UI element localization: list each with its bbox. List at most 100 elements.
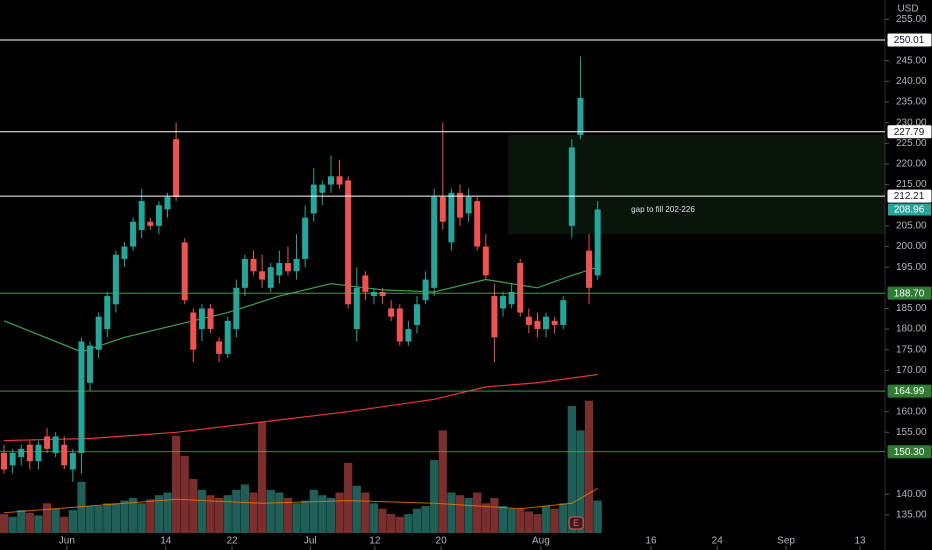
moving-average	[4, 373, 598, 442]
candle-body	[577, 97, 584, 136]
candle-body	[396, 308, 403, 342]
currency-label: USD	[897, 4, 918, 15]
y-tick-label: 180.00	[896, 324, 927, 335]
y-tick-label: 230.00	[896, 117, 927, 128]
candle-body	[130, 221, 137, 247]
candle-body	[138, 201, 145, 230]
candle-body	[482, 246, 489, 276]
y-tick-label: 140.00	[896, 489, 927, 500]
volume-bar	[163, 492, 172, 533]
candle-body	[345, 180, 352, 305]
candle-body	[586, 250, 593, 288]
volume-bar	[180, 456, 189, 533]
volume-bar	[266, 489, 275, 533]
candle-body	[568, 147, 575, 226]
x-tick-label: Aug	[532, 536, 550, 547]
y-tick-label: 170.00	[896, 365, 927, 376]
x-tick-label: Jul	[304, 536, 317, 547]
candle-body	[9, 452, 16, 466]
moving-average	[3, 266, 598, 353]
volume-bar	[344, 462, 353, 533]
candle-body	[388, 308, 395, 317]
volume-bar	[498, 506, 508, 533]
candle-body	[534, 320, 541, 330]
x-tick-label: Jun	[59, 536, 75, 547]
zone-annotation: gap to fill 202-226	[631, 205, 695, 214]
volume-bar	[60, 516, 69, 533]
candle-body	[164, 196, 171, 210]
x-tick-label: 14	[160, 536, 172, 547]
candle-body	[112, 254, 119, 305]
volume-bar	[430, 460, 439, 533]
volume-bar	[584, 400, 594, 533]
candle-body	[405, 329, 412, 342]
volume-bar	[533, 514, 542, 533]
volume-bar	[154, 495, 164, 533]
y-tick-label: 220.00	[896, 159, 927, 170]
volume-bar	[335, 492, 344, 533]
volume-bar	[309, 489, 318, 533]
volume-bar	[51, 508, 60, 533]
volume-bar	[17, 510, 26, 533]
y-tick-label: 175.00	[896, 344, 927, 355]
volume-bar	[438, 430, 447, 533]
volume-bar	[214, 497, 224, 533]
y-tick-label: 160.00	[896, 406, 927, 417]
candle-body	[155, 205, 162, 226]
candle-body	[18, 448, 25, 458]
candle-body	[44, 436, 51, 449]
volume-bar	[103, 503, 112, 533]
x-tick-label: Sep	[777, 536, 795, 547]
candle-body	[379, 291, 386, 297]
candle-body	[336, 176, 343, 185]
volume-bar	[206, 495, 215, 533]
y-tick-label: 135.00	[896, 510, 927, 521]
candle-body	[362, 275, 369, 292]
volume-bar	[507, 508, 516, 533]
volume-ma-line	[4, 488, 598, 514]
volume-bar	[387, 514, 396, 533]
candle-body	[560, 300, 567, 325]
volume-bar	[0, 514, 9, 533]
y-tick-label: 215.00	[896, 179, 927, 190]
candle-body	[173, 139, 180, 197]
volume-bar	[85, 506, 95, 533]
level-label: 164.99	[894, 386, 925, 397]
candle-body	[250, 258, 257, 272]
candle-body	[52, 436, 59, 453]
candle-body	[276, 263, 283, 276]
volume-bar	[559, 503, 568, 533]
volume-bar	[25, 512, 34, 533]
candle-body	[594, 209, 601, 276]
level-label-box	[887, 384, 932, 398]
candle-body	[284, 263, 291, 272]
volume-bar	[524, 511, 533, 533]
candle-body	[319, 184, 326, 193]
level-label-box	[887, 33, 932, 47]
volume-bar	[249, 492, 258, 533]
candle-body	[259, 271, 266, 280]
volume-bar	[421, 506, 430, 533]
level-label: 227.79	[894, 127, 925, 138]
candle-body	[233, 287, 240, 330]
candle-body	[35, 444, 42, 462]
earnings-label: E	[573, 518, 579, 528]
volume-bar	[8, 516, 17, 533]
volume-bar	[455, 495, 465, 533]
candle-body	[491, 296, 498, 338]
volume-bar	[352, 485, 361, 533]
volume-bar	[275, 492, 284, 533]
y-tick-label: 185.00	[896, 303, 927, 314]
candle-body	[293, 258, 300, 272]
candle-body	[190, 312, 197, 350]
candle-body	[216, 341, 223, 354]
volume-bar	[128, 497, 138, 533]
volume-bar	[318, 495, 327, 533]
candle-body	[104, 296, 111, 330]
volume-bar	[412, 508, 422, 533]
candle-body	[310, 184, 317, 214]
x-tick-label: 12	[369, 536, 381, 547]
volume-bar	[77, 481, 86, 533]
candle-body	[517, 263, 524, 313]
